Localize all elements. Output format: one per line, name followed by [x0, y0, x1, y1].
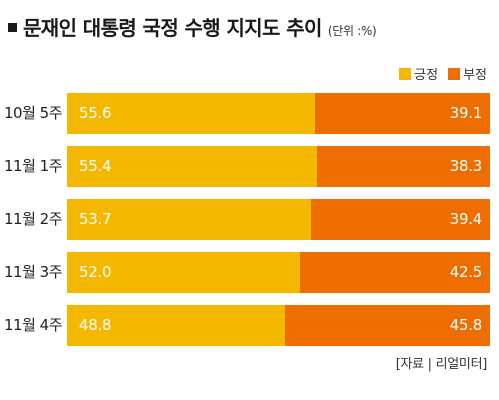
legend-label-positive: 긍정	[414, 68, 439, 83]
data-label-negative: 42.5	[449, 263, 483, 281]
data-label-positive: 53.7	[79, 210, 112, 228]
bar-segment-positive: 52.0	[67, 252, 300, 293]
bar-row: 10월 5주 55.6 39.1	[0, 93, 499, 146]
chart-title-row: 문재인 대통령 국정 수행 지지도 추이 (단위 :%)	[8, 12, 377, 42]
bar-segment-negative: 42.5	[300, 252, 490, 293]
category-label: 11월 1주	[4, 157, 63, 175]
category-label: 11월 2주	[4, 210, 63, 228]
bar-segment-negative: 39.1	[315, 93, 490, 134]
data-label-positive: 52.0	[79, 263, 112, 281]
category-label: 11월 4주	[4, 316, 63, 334]
bar-segment-negative: 45.8	[285, 305, 490, 346]
bar-row: 11월 1주 55.4 38.3	[0, 146, 499, 199]
bar-segment-negative: 39.4	[311, 199, 490, 240]
bar-segment-positive: 55.4	[67, 146, 317, 187]
legend-swatch-positive	[399, 67, 412, 80]
bar-row: 11월 4주 48.8 45.8	[0, 305, 499, 358]
stacked-bar: 55.4 38.3	[67, 146, 490, 187]
chart-unit: (단위 :%)	[327, 24, 377, 38]
bar-segment-positive: 53.7	[67, 199, 311, 240]
data-label-negative: 45.8	[449, 316, 483, 334]
bar-row: 11월 3주 52.0 42.5	[0, 252, 499, 305]
data-label-positive: 55.6	[79, 104, 112, 122]
legend-item-positive: 긍정	[399, 64, 438, 83]
category-label: 10월 5주	[4, 104, 63, 122]
data-label-positive: 55.4	[79, 157, 112, 175]
stacked-bar: 55.6 39.1	[67, 93, 490, 134]
data-label-positive: 48.8	[79, 316, 112, 334]
data-label-negative: 39.4	[449, 210, 483, 228]
bar-segment-positive: 48.8	[67, 305, 285, 346]
legend-item-negative: 부정	[448, 64, 487, 83]
stacked-bar: 52.0 42.5	[67, 252, 490, 293]
bar-rows: 10월 5주 55.6 39.1 11월 1주 55.4 38.3 11월 2주 53.7 39…	[0, 93, 499, 358]
legend-label-negative: 부정	[463, 68, 487, 83]
stacked-bar: 48.8 45.8	[67, 305, 490, 346]
category-label: 11월 3주	[4, 263, 63, 281]
chart-source: [자료 | 리얼미터]	[395, 357, 488, 372]
data-label-negative: 39.1	[449, 104, 483, 122]
square-bullet-icon	[8, 23, 17, 32]
data-label-negative: 38.3	[449, 157, 483, 175]
stacked-bar: 53.7 39.4	[67, 199, 490, 240]
bar-row: 11월 2주 53.7 39.4	[0, 199, 499, 252]
chart-legend: 긍정 부정	[389, 64, 487, 83]
bar-segment-positive: 55.6	[67, 93, 315, 134]
bar-segment-negative: 38.3	[317, 146, 490, 187]
chart-title: 문재인 대통령 국정 수행 지지도 추이	[23, 16, 322, 40]
legend-swatch-negative	[448, 67, 461, 80]
